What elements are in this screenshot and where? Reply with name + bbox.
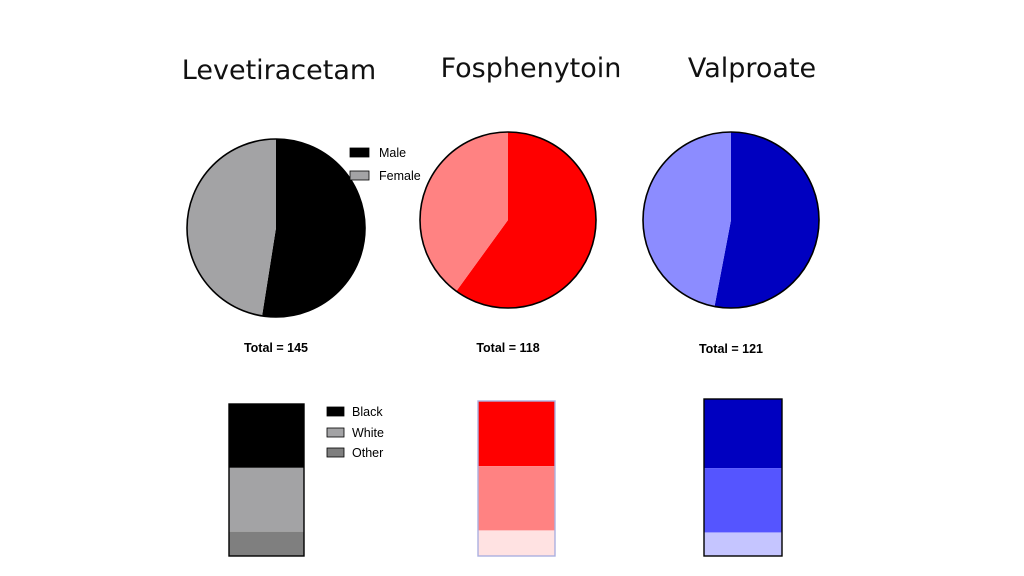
legend-swatch-female <box>349 170 370 181</box>
bar-outline <box>703 398 783 557</box>
stacked-bar-fosphenytoin <box>477 400 556 557</box>
chart-title-levetiracetam: Levetiracetam <box>182 55 376 86</box>
legend-swatch-white <box>326 427 345 438</box>
chart-title-valproate: Valproate <box>688 53 816 84</box>
bar-segment-other <box>478 530 555 556</box>
bar-segment-white <box>704 468 782 533</box>
legend-swatch-black <box>326 406 345 417</box>
chart-title-fosphenytoin: Fosphenytoin <box>441 53 622 84</box>
bar-segment-black <box>478 401 555 467</box>
bar-segment-other <box>229 531 304 556</box>
pie-slice-male <box>714 132 819 308</box>
pie-outline <box>186 138 366 318</box>
bar-segment-black <box>704 399 782 469</box>
pie-outline <box>642 131 820 309</box>
bar-outline <box>228 403 305 557</box>
bar-segment-white <box>478 466 555 531</box>
pie-slice-male <box>262 139 365 317</box>
total-label-levetiracetam: Total = 145 <box>244 341 308 355</box>
legend-label-black: Black <box>352 405 383 419</box>
bar-outline <box>477 400 556 557</box>
pie-slice-female <box>186 139 276 316</box>
pie-chart-valproate <box>642 131 820 309</box>
legend-swatch-male <box>349 147 370 158</box>
bar-segment-black <box>229 404 304 468</box>
stacked-bar-levetiracetam <box>228 403 305 557</box>
legend-label-male: Male <box>379 146 406 160</box>
pie-slice-male <box>456 132 597 308</box>
legend-label-other: Other <box>352 446 383 460</box>
pie-chart-levetiracetam <box>186 138 366 318</box>
stacked-bar-valproate <box>703 398 783 557</box>
pie-outline <box>419 131 597 309</box>
pie-slice-female <box>420 132 508 292</box>
legend-sex: Male Female <box>349 146 421 183</box>
bar-segment-white <box>229 467 304 532</box>
legend-label-white: White <box>352 426 384 440</box>
total-label-valproate: Total = 121 <box>699 342 763 356</box>
pie-slice-female <box>642 132 731 307</box>
pie-chart-fosphenytoin <box>419 131 597 309</box>
legend-label-female: Female <box>379 169 421 183</box>
legend-race: Black White Other <box>326 405 384 460</box>
legend-swatch-other <box>326 447 345 458</box>
bar-segment-other <box>704 532 782 556</box>
total-label-fosphenytoin: Total = 118 <box>476 341 539 355</box>
